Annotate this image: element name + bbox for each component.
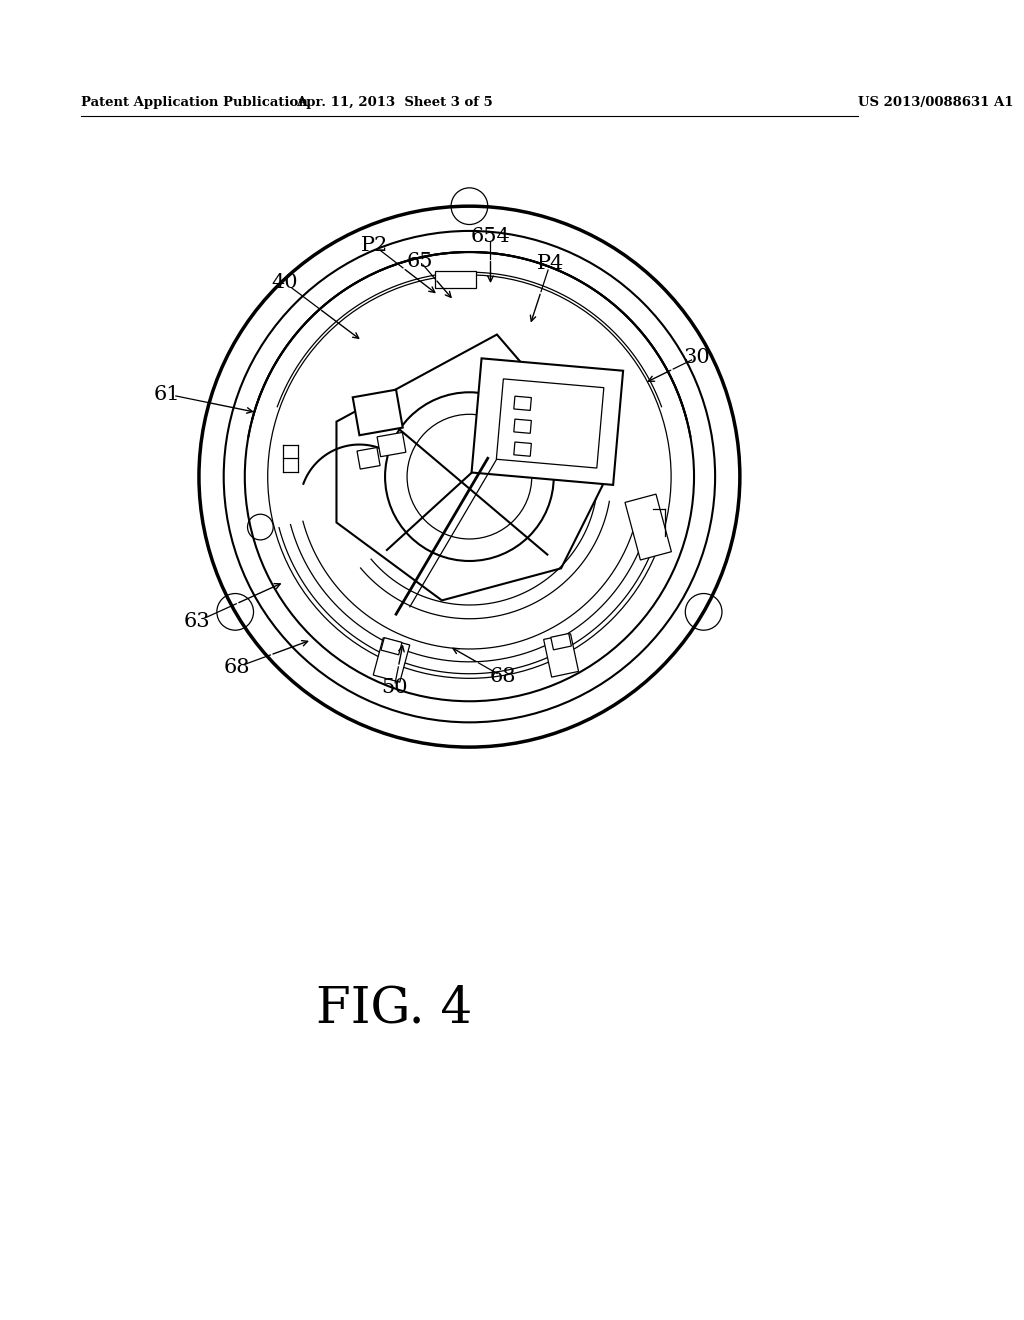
Polygon shape	[625, 494, 672, 560]
Text: 65: 65	[407, 252, 433, 271]
Polygon shape	[337, 334, 611, 601]
Polygon shape	[514, 442, 531, 457]
Text: 63: 63	[183, 612, 210, 631]
Text: 30: 30	[683, 348, 711, 367]
Text: P2: P2	[360, 236, 388, 255]
Text: 61: 61	[154, 384, 180, 404]
Text: 68: 68	[223, 657, 250, 677]
Polygon shape	[352, 389, 402, 436]
Polygon shape	[514, 396, 531, 411]
Polygon shape	[373, 638, 410, 682]
Text: Apr. 11, 2013  Sheet 3 of 5: Apr. 11, 2013 Sheet 3 of 5	[296, 96, 493, 110]
Polygon shape	[497, 379, 604, 469]
Text: Patent Application Publication: Patent Application Publication	[81, 96, 307, 110]
Text: US 2013/0088631 A1: US 2013/0088631 A1	[858, 96, 1014, 110]
Polygon shape	[514, 418, 531, 433]
Polygon shape	[357, 447, 380, 469]
Text: P4: P4	[537, 255, 564, 273]
Polygon shape	[544, 634, 579, 677]
Text: 654: 654	[471, 227, 510, 246]
Polygon shape	[377, 433, 406, 457]
Text: FIG. 4: FIG. 4	[316, 983, 472, 1034]
Text: 50: 50	[381, 678, 408, 697]
Text: 40: 40	[271, 273, 298, 292]
Polygon shape	[435, 272, 476, 288]
Polygon shape	[472, 358, 624, 484]
Polygon shape	[551, 634, 571, 649]
Text: 68: 68	[489, 667, 516, 686]
Polygon shape	[381, 638, 402, 655]
